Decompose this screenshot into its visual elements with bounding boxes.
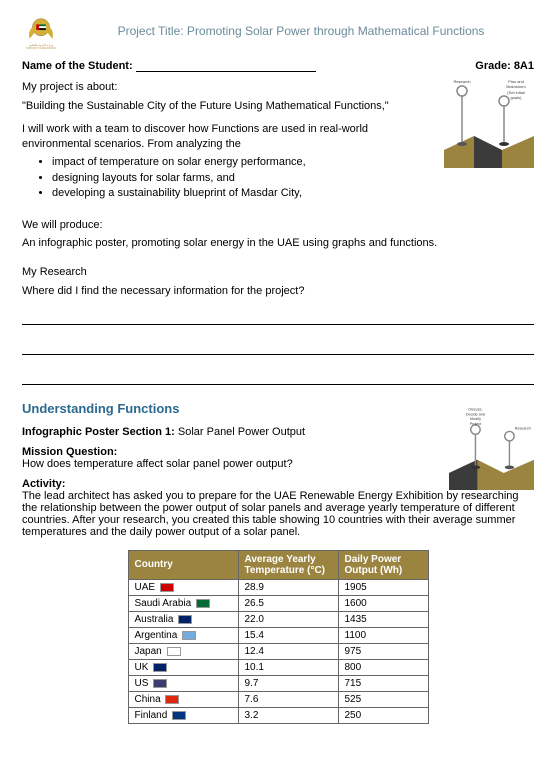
svg-text:goals): goals)	[511, 95, 523, 100]
cell-country: Australia	[128, 611, 238, 627]
cell-country: Argentina	[128, 627, 238, 643]
cell-temp: 12.4	[238, 643, 338, 659]
header: وزارة التربية والتعليم MINISTRY OF EDUCA…	[22, 12, 534, 50]
table-row: UAE 28.91905	[128, 579, 428, 595]
bullet-item: developing a sustainability blueprint of…	[52, 186, 534, 201]
cell-country: UK	[128, 659, 238, 675]
flag-icon	[153, 663, 167, 672]
flag-icon	[165, 695, 179, 704]
svg-text:Research: Research	[515, 426, 531, 430]
intro-block: Research Plan and Brainstorm (Set initia…	[22, 80, 534, 212]
svg-text:MINISTRY OF EDUCATION: MINISTRY OF EDUCATION	[26, 47, 56, 50]
answer-line-2[interactable]	[22, 341, 534, 355]
table-row: Australia 22.01435	[128, 611, 428, 627]
svg-text:Discuss,: Discuss,	[468, 408, 482, 412]
cell-output: 1600	[338, 595, 428, 611]
cell-output: 1905	[338, 579, 428, 595]
name-label: Name of the Student:	[22, 60, 133, 72]
grade-field: Grade: 8A1	[475, 60, 534, 72]
flag-icon	[153, 679, 167, 688]
flag-icon	[182, 631, 196, 640]
cell-output: 975	[338, 643, 428, 659]
research-label: My Research	[22, 265, 534, 280]
title-area: Project Title: Promoting Solar Power thr…	[68, 12, 534, 38]
table-row: UK 10.1800	[128, 659, 428, 675]
name-underline[interactable]	[136, 61, 316, 72]
cell-output: 1100	[338, 627, 428, 643]
col-temp: Average Yearly Temperature (°C)	[238, 550, 338, 579]
produce-text: An infographic poster, promoting solar e…	[22, 236, 534, 251]
table-header-row: Country Average Yearly Temperature (°C) …	[128, 550, 428, 579]
cell-country: China	[128, 691, 238, 707]
cell-temp: 7.6	[238, 691, 338, 707]
cell-output: 715	[338, 675, 428, 691]
table-row: Saudi Arabia 26.51600	[128, 595, 428, 611]
svg-text:Modify: Modify	[470, 417, 481, 421]
cell-output: 1435	[338, 611, 428, 627]
table-row: China 7.6525	[128, 691, 428, 707]
table-row: Finland 3.2250	[128, 707, 428, 723]
cell-output: 525	[338, 691, 428, 707]
col-output: Daily Power Output (Wh)	[338, 550, 428, 579]
activity-text: The lead architect has asked you to prep…	[22, 490, 534, 538]
poster-text: Solar Panel Power Output	[178, 426, 305, 438]
cell-country: Saudi Arabia	[128, 595, 238, 611]
produce-label: We will produce:	[22, 218, 534, 233]
cell-temp: 9.7	[238, 675, 338, 691]
cell-temp: 22.0	[238, 611, 338, 627]
cell-temp: 26.5	[238, 595, 338, 611]
answer-line-1[interactable]	[22, 311, 534, 325]
cell-temp: 10.1	[238, 659, 338, 675]
cell-temp: 15.4	[238, 627, 338, 643]
flag-icon	[178, 615, 192, 624]
table-row: Japan 12.4975	[128, 643, 428, 659]
svg-text:Decide and: Decide and	[466, 412, 485, 416]
bullet-item: designing layouts for solar farms, and	[52, 171, 534, 186]
cell-temp: 3.2	[238, 707, 338, 723]
poster-label: Infographic Poster Section 1:	[22, 426, 175, 438]
student-name-field: Name of the Student:	[22, 60, 316, 72]
cell-country: US	[128, 675, 238, 691]
flag-icon	[160, 583, 174, 592]
country-data-table: Country Average Yearly Temperature (°C) …	[128, 550, 429, 724]
meta-row: Name of the Student: Grade: 8A1	[22, 60, 534, 72]
cell-output: 800	[338, 659, 428, 675]
svg-text:Brainstorm: Brainstorm	[506, 84, 526, 89]
table-row: US 9.7715	[128, 675, 428, 691]
answer-line-3[interactable]	[22, 371, 534, 385]
project-title: Project Title: Promoting Solar Power thr…	[68, 24, 534, 38]
process-graphic-2: Discuss, Decide and Modify Project Resea…	[449, 405, 534, 490]
research-question: Where did I find the necessary informati…	[22, 284, 534, 299]
col-country: Country	[128, 550, 238, 579]
svg-text:Research: Research	[453, 79, 470, 84]
process-graphic-1: Research Plan and Brainstorm (Set initia…	[444, 78, 534, 168]
grade-label: Grade:	[475, 60, 510, 72]
cell-output: 250	[338, 707, 428, 723]
uae-emblem-icon: وزارة التربية والتعليم MINISTRY OF EDUCA…	[22, 12, 60, 50]
flag-icon	[167, 647, 181, 656]
flag-icon	[172, 711, 186, 720]
grade-value: 8A1	[514, 60, 534, 72]
section-1: Discuss, Decide and Modify Project Resea…	[22, 401, 534, 544]
flag-icon	[196, 599, 210, 608]
table-row: Argentina 15.41100	[128, 627, 428, 643]
cell-country: Japan	[128, 643, 238, 659]
svg-text:Project: Project	[470, 422, 483, 426]
cell-temp: 28.9	[238, 579, 338, 595]
cell-country: Finland	[128, 707, 238, 723]
cell-country: UAE	[128, 579, 238, 595]
